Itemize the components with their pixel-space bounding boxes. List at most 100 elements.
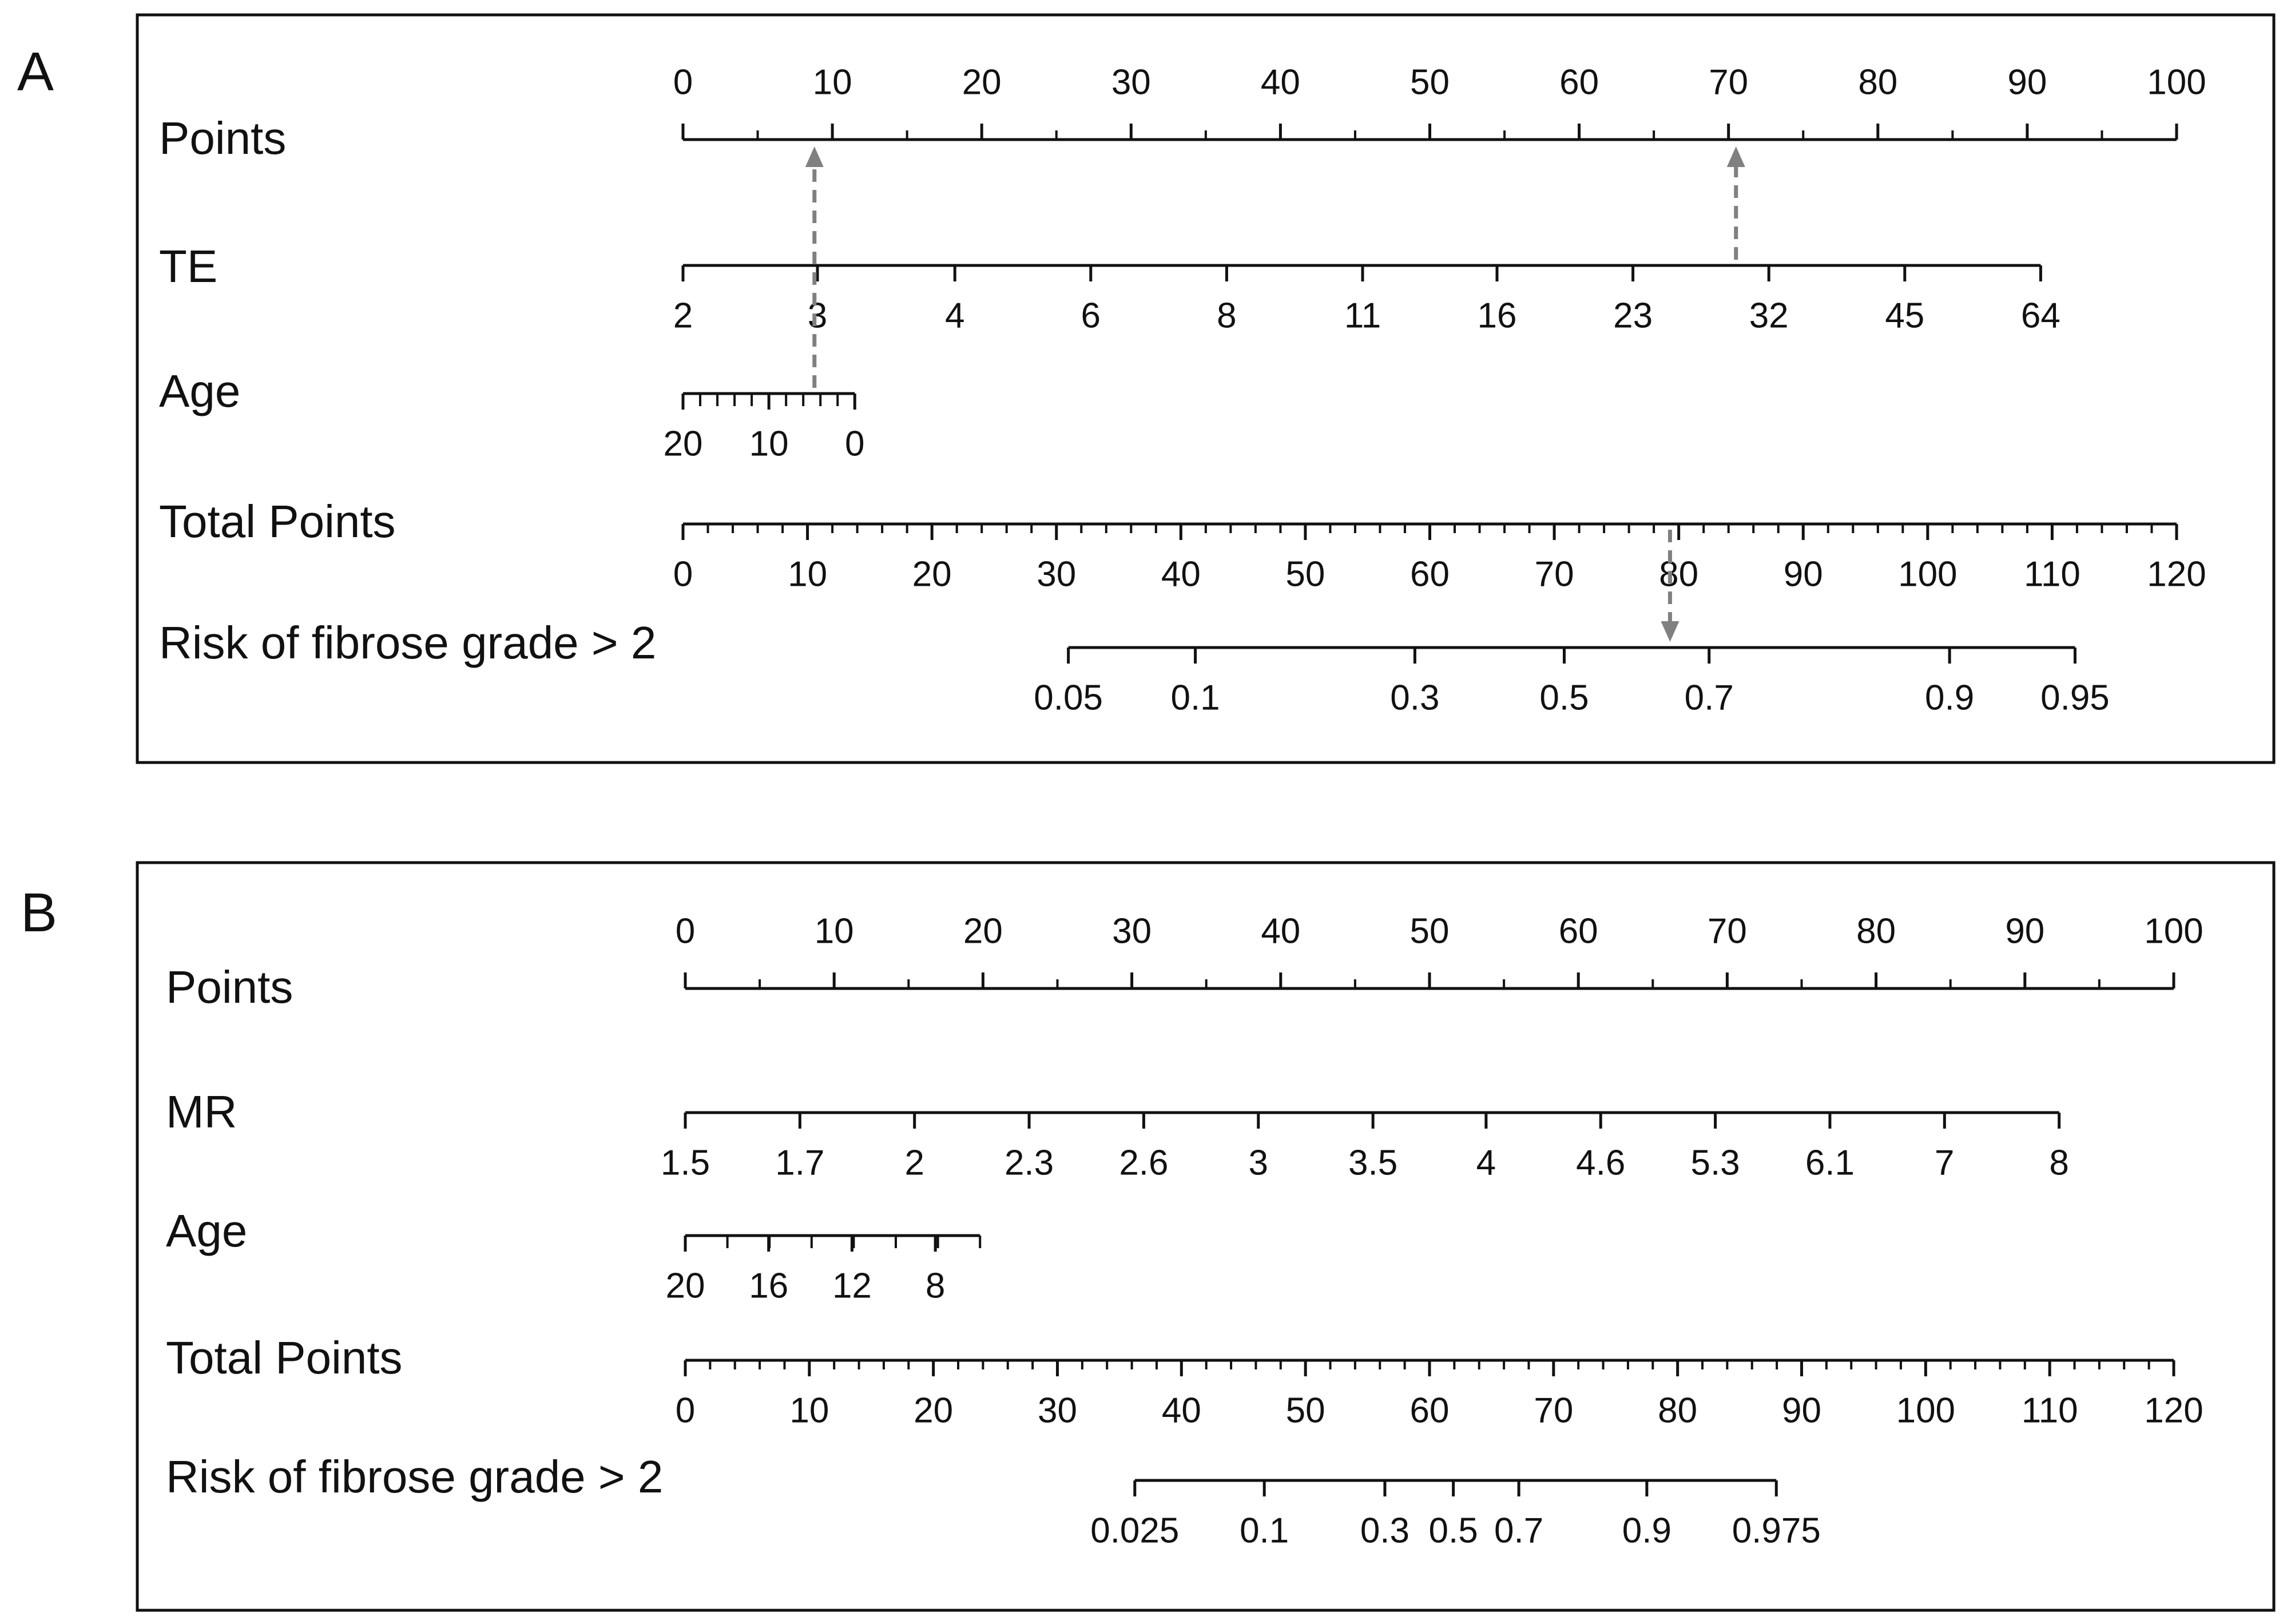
tick-label: 30 [1038,1391,1077,1430]
tick-label: 5.3 [1690,1143,1740,1182]
tick-label: 20 [912,554,952,594]
panel-a-axis-total-points-label: Total Points [159,496,396,547]
tick-label: 20 [963,911,1003,951]
panel-a-axis-points-label: Points [159,113,286,164]
panel-a-axis-age-label: Age [159,366,240,416]
tick-label: 60 [1410,1391,1450,1430]
tick-label: 40 [1162,1391,1201,1430]
tick-label: 8 [926,1266,945,1305]
tick-label: 6.1 [1805,1143,1855,1182]
tick-label: 10 [813,62,852,102]
guide-te-arrowhead [1726,146,1745,167]
tick-label: 0 [673,554,693,594]
panel-b-axis-total-points-label: Total Points [166,1332,403,1383]
panel-a-axis-age: Age 20 10 0 [159,366,865,463]
tick-label: 20 [664,424,703,463]
panel-a-axis-total-points: Total Points 0 10 20 30 40 50 60 70 80 90 100 110 120 [159,496,2206,594]
panel-a-letter: A [17,41,54,102]
tick-label: 60 [1559,62,1599,102]
tick-label: 3 [1249,1143,1268,1182]
tick-label: 3.5 [1348,1143,1397,1182]
tick-label: 0.1 [1240,1511,1289,1550]
tick-label: 0.1 [1170,678,1220,717]
tick-label: 80 [1658,1391,1697,1430]
tick-label: 10 [789,1391,829,1430]
tick-label: 0.025 [1090,1511,1179,1550]
tick-label: 100 [1898,554,1957,594]
panel-b-axis-total-points: Total Points 0 10 20 30 40 50 60 70 80 90 100 110 120 [166,1332,2203,1430]
tick-label: 16 [749,1266,788,1305]
panel-a-frame [136,13,2276,764]
panel-b-axis-risk-of-fibrose-grade-2-label: Risk of fibrose grade > 2 [166,1451,663,1502]
tick-label: 0.9 [1622,1511,1671,1550]
panel-b-frame [136,861,2276,1612]
tick-label: 1.5 [661,1143,710,1182]
tick-label: 100 [1896,1391,1955,1430]
panel-a-axis-te: TE2 3 4 6 8 11 16 23 32 45 64 [159,241,2060,335]
tick-label: 50 [1286,1391,1325,1430]
tick-label: 70 [1708,911,1747,951]
panel-a-axis-te-label: TE [159,241,217,292]
guide-age-arrowhead [805,146,824,167]
panel-a-axis-risk-of-fibrose-grade-2: Risk of fibrose grade > 2 0.05 0.1 0.3 0.5 0.… [159,617,2110,717]
tick-label: 60 [1559,911,1598,951]
tick-label: 40 [1261,62,1300,102]
panel-b-axis-age-label: Age [166,1205,247,1256]
tick-label: 0 [676,1391,695,1430]
tick-label: 20 [914,1391,953,1430]
tick-label: 50 [1410,62,1450,102]
tick-label: 0.3 [1360,1511,1409,1550]
tick-label: 6 [1081,296,1101,335]
panel-b-axis-mr: MR 1.5 1.7 2 2.3 2.6 3 3.5 4 4.6 5.3 6.1 7 8 [166,1086,2069,1182]
tick-label: 40 [1261,911,1300,951]
tick-label: 90 [1784,554,1823,594]
tick-label: 0 [676,911,695,951]
tick-label: 3 [808,296,827,335]
panel-b-axis-mr-label: MR [166,1086,237,1137]
tick-label: 4 [945,296,964,335]
tick-label: 0 [845,424,864,463]
tick-label: 110 [2022,1391,2078,1430]
tick-label: 0.7 [1494,1511,1543,1550]
panel-b-letter: B [21,882,58,943]
panel-a-axis-points: Points 0 10 20 30 40 50 60 70 80 90 100 [159,62,2206,164]
panel-b-axis-points: Points 0 10 20 30 40 50 60 70 80 90 100 [166,911,2203,1012]
tick-label: 23 [1613,296,1653,335]
tick-label: 70 [1534,1391,1573,1430]
tick-label: 16 [1478,296,1517,335]
tick-label: 20 [962,62,1002,102]
tick-label: 30 [1112,911,1152,951]
tick-label: 4 [1476,1143,1496,1182]
tick-label: 10 [788,554,827,594]
tick-label: 70 [1709,62,1748,102]
guide-risk-arrowhead [1661,621,1679,642]
tick-label: 11 [1344,296,1381,335]
tick-label: 2.6 [1119,1143,1168,1182]
tick-label: 100 [2144,911,2203,951]
panel-b-axis-points-label: Points [166,962,293,1012]
panel-b-axis-age: Age 20 16 12 8 [166,1205,982,1305]
tick-label: 30 [1111,62,1151,102]
tick-label: 0.3 [1390,678,1439,717]
panel-a-axis-risk-of-fibrose-grade-2-label: Risk of fibrose grade > 2 [159,617,656,668]
tick-label: 0.05 [1034,678,1103,717]
panel-b-axis-risk-of-fibrose-grade-2: Risk of fibrose grade > 2 0.025 0.1 0.3 0.5 0… [166,1451,1821,1550]
tick-label: 0.5 [1429,1511,1478,1550]
tick-label: 4.6 [1576,1143,1625,1182]
tick-label: 0.5 [1539,678,1589,717]
tick-label: 0.975 [1732,1511,1821,1550]
tick-label: 90 [2005,911,2044,951]
tick-label: 10 [749,424,789,463]
panel-a-guides [805,146,1745,642]
tick-label: 50 [1285,554,1325,594]
tick-label: 0.95 [2040,678,2110,717]
tick-label: 8 [2049,1143,2068,1182]
tick-label: 7 [1935,1143,1954,1182]
tick-label: 64 [2021,296,2060,335]
tick-label: 90 [1782,1391,1821,1430]
tick-label: 1.7 [775,1143,824,1182]
tick-label: 8 [1217,296,1236,335]
